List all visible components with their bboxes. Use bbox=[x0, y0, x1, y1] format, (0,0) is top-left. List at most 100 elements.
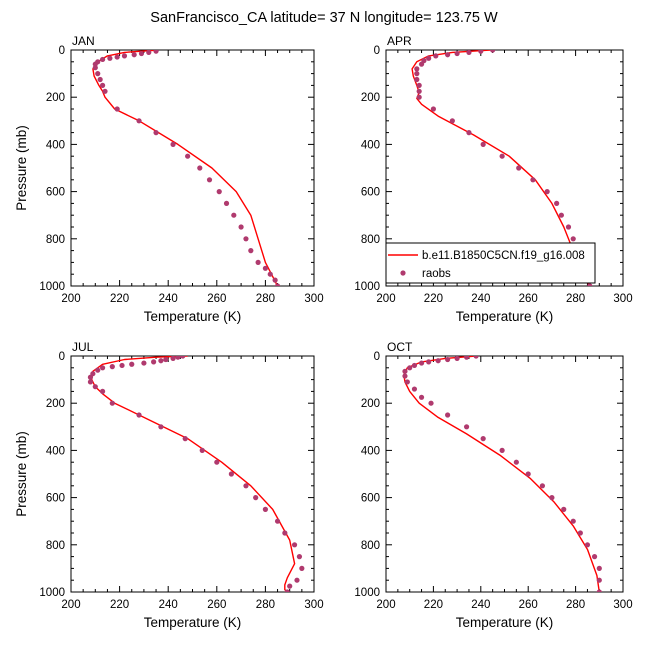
raobs-point bbox=[282, 530, 288, 536]
raobs-point bbox=[109, 400, 115, 406]
x-tick-label: 300 bbox=[304, 599, 323, 611]
x-tick-label: 260 bbox=[519, 293, 538, 305]
raobs-point bbox=[596, 589, 602, 592]
plot-area bbox=[92, 50, 281, 286]
chart-panel-jul: 200 220 240 260 280 300 0 200 400 600 800 1000 JUL Te… bbox=[14, 340, 324, 630]
x-tick-label: 200 bbox=[61, 293, 80, 305]
raobs-point bbox=[114, 106, 120, 112]
y-tick-label: 1000 bbox=[354, 281, 380, 293]
x-axis-label: Temperature (K) bbox=[144, 309, 242, 324]
raobs-point bbox=[136, 118, 142, 124]
raobs-point bbox=[99, 365, 106, 371]
raobs-point bbox=[107, 55, 113, 61]
raobs-point bbox=[87, 379, 94, 385]
raobs-point bbox=[95, 367, 101, 373]
raobs-point bbox=[414, 76, 420, 83]
legend-marker-swatch bbox=[400, 270, 406, 276]
x-tick-label: 280 bbox=[256, 599, 275, 611]
raobs-point bbox=[561, 506, 567, 512]
raobs-point bbox=[231, 212, 237, 218]
chart-panel-jan: 200 220 240 260 280 300 0 200 400 600 800 1000 JAN Te… bbox=[14, 34, 324, 324]
y-tick-label: 800 bbox=[361, 234, 380, 246]
y-tick-label: 400 bbox=[46, 139, 65, 151]
raobs-point bbox=[299, 565, 305, 572]
raobs-point bbox=[480, 141, 486, 147]
raobs-point bbox=[158, 358, 164, 364]
y-axis-label: Pressure (mb) bbox=[14, 431, 29, 517]
raobs-point bbox=[216, 189, 222, 195]
raobs-point bbox=[274, 283, 281, 286]
y-tick-label: 1000 bbox=[39, 587, 65, 599]
x-tick-label: 200 bbox=[61, 599, 80, 611]
raobs-point bbox=[262, 506, 268, 512]
plot-frame bbox=[70, 355, 315, 593]
raobs-point bbox=[272, 277, 278, 283]
raobs-point bbox=[109, 364, 115, 370]
y-tick-label: 400 bbox=[361, 445, 380, 457]
raobs-point bbox=[402, 368, 408, 374]
raobs-point bbox=[228, 471, 234, 477]
raobs-point bbox=[175, 356, 181, 360]
y-tick-label: 200 bbox=[361, 398, 380, 410]
raobs-point bbox=[490, 50, 496, 53]
raobs-point bbox=[223, 200, 230, 206]
plot-area bbox=[402, 356, 602, 592]
raobs-point bbox=[473, 356, 479, 359]
y-tick-label: 600 bbox=[46, 187, 65, 199]
model-profile-line bbox=[403, 356, 600, 592]
raobs-point bbox=[499, 447, 505, 453]
y-tick-label: 0 bbox=[374, 351, 380, 363]
x-tick-label: 300 bbox=[304, 293, 323, 305]
raobs-point bbox=[129, 361, 135, 367]
raobs-point bbox=[170, 356, 176, 361]
raobs-point bbox=[267, 271, 273, 277]
x-tick-label: 240 bbox=[159, 293, 178, 305]
raobs-point bbox=[102, 88, 108, 94]
x-tick-label: 220 bbox=[110, 599, 129, 611]
raobs-point bbox=[243, 483, 249, 489]
raobs-point bbox=[170, 141, 176, 147]
x-tick-label: 300 bbox=[613, 293, 632, 305]
panel-title: JUL bbox=[72, 340, 94, 354]
raobs-point bbox=[402, 373, 408, 379]
chart-panel-oct: 200 220 240 260 280 300 0 200 400 600 800 1000 OCT Te… bbox=[354, 340, 632, 630]
raobs-point bbox=[243, 236, 249, 242]
raobs-point bbox=[199, 447, 205, 453]
raobs-point bbox=[463, 356, 470, 360]
raobs-point bbox=[97, 76, 103, 83]
raobs-point bbox=[99, 388, 106, 394]
x-tick-label: 240 bbox=[471, 293, 490, 305]
raobs-point bbox=[558, 212, 564, 218]
raobs-point bbox=[411, 362, 418, 369]
raobs-point bbox=[414, 66, 420, 72]
panels: 200 220 240 260 280 300 0 200 400 600 800 1000 JAN Te… bbox=[14, 34, 633, 630]
y-axis-label: Pressure (mb) bbox=[14, 125, 29, 211]
x-tick-label: 220 bbox=[424, 293, 443, 305]
raobs-point bbox=[525, 471, 531, 477]
raobs-point bbox=[513, 459, 519, 465]
raobs-point bbox=[185, 153, 191, 159]
raobs-point bbox=[407, 365, 413, 371]
y-tick-label: 200 bbox=[46, 92, 65, 104]
raobs-point bbox=[197, 165, 203, 171]
y-tick-label: 600 bbox=[361, 493, 380, 505]
x-tick-label: 280 bbox=[566, 599, 585, 611]
raobs-point bbox=[435, 358, 441, 364]
raobs-point bbox=[418, 394, 425, 400]
raobs-point bbox=[136, 412, 142, 418]
raobs-point bbox=[291, 542, 298, 548]
legend-label: b.e11.B1850C5CN.f19_g16.008 bbox=[422, 250, 585, 262]
raobs-point bbox=[499, 153, 505, 159]
x-tick-label: 220 bbox=[424, 599, 443, 611]
raobs-point bbox=[577, 530, 583, 536]
raobs-point bbox=[206, 177, 213, 183]
raobs-point bbox=[418, 61, 425, 67]
raobs-point bbox=[114, 54, 120, 60]
y-tick-label: 600 bbox=[361, 187, 380, 199]
y-tick-label: 600 bbox=[46, 493, 65, 505]
x-axis-label: Temperature (K) bbox=[456, 615, 554, 630]
raobs-point bbox=[416, 82, 422, 88]
figure-title: SanFrancisco_CA latitude= 37 N longitude… bbox=[150, 10, 498, 26]
plot-area bbox=[87, 356, 305, 592]
